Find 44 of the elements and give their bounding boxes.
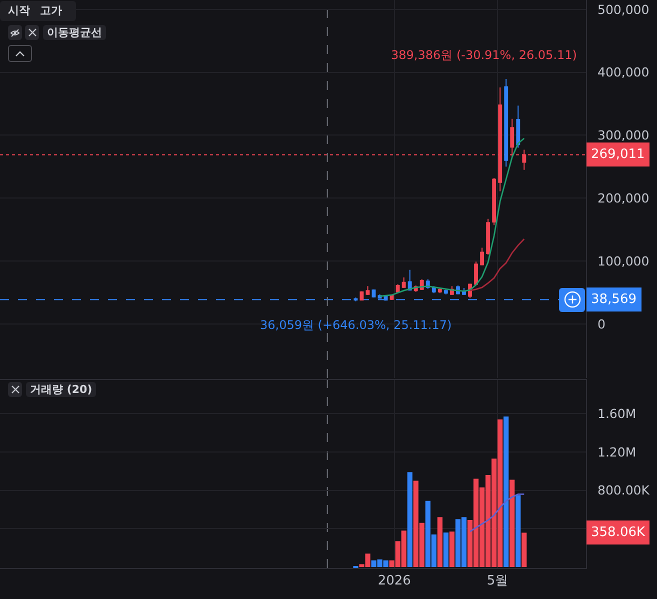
bar [449, 532, 455, 568]
y-tick-label: 300,000 [598, 128, 650, 143]
candlestick [498, 86, 502, 192]
bar [407, 472, 412, 568]
bar [522, 532, 527, 568]
line-series [379, 138, 525, 297]
y-tick-label: 500,000 [598, 2, 650, 17]
candlestick [438, 288, 442, 294]
text: 358.06K [591, 525, 646, 540]
annotation: 이동평균선 [43, 25, 106, 40]
candlestick [522, 149, 526, 170]
y-tick-label: 1.20M [598, 444, 636, 460]
candlestick [480, 247, 484, 266]
annotation: 36,059원 (+646.03%, 25.11.17) [260, 318, 452, 332]
y-tick-label: 800.00K [598, 482, 650, 498]
y-tick-label: 0 [598, 316, 606, 332]
y-tick-label: 1.60M [598, 406, 636, 421]
candlestick [504, 78, 508, 168]
bar [516, 495, 521, 568]
line-series [469, 493, 525, 532]
annotation: 거래량 (20) [26, 382, 96, 397]
y-tick-label: 400,000 [598, 64, 650, 80]
candlestick [444, 288, 448, 295]
ref-line-label: 269,011 [591, 147, 645, 162]
bar [504, 416, 509, 568]
bar [510, 480, 515, 568]
candlestick [516, 105, 520, 148]
candlestick [474, 261, 478, 286]
annotation: 고가 [40, 4, 62, 18]
candlestick [396, 284, 400, 293]
candlestick [366, 286, 370, 296]
line-series [469, 238, 525, 292]
ref-line-label: 38,569 [591, 292, 636, 307]
annotation: 389,386원 (-30.91%, 26.05.11) [391, 48, 577, 62]
x-tick-label: 5월 [486, 574, 508, 589]
candlestick [486, 218, 490, 256]
annotation: 시작 [8, 4, 30, 18]
x-tick-label: 2026 [378, 574, 411, 589]
candlestick [492, 177, 496, 226]
bar [443, 532, 448, 568]
y-tick-label: 100,000 [598, 253, 650, 268]
y-tick-label: 200,000 [598, 190, 650, 206]
candlestick [402, 276, 406, 289]
bar [437, 517, 442, 568]
